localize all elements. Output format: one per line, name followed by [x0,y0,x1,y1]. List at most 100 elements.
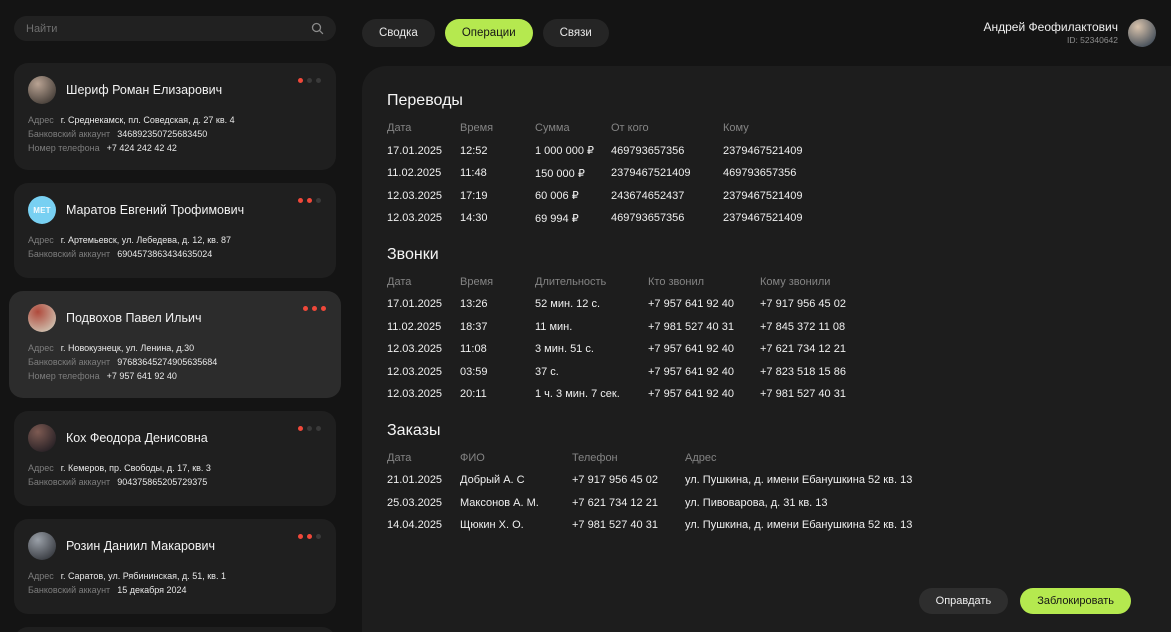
table-cell: 37 с. [535,366,648,378]
current-user-avatar [1128,19,1156,47]
section-title: Переводы [387,92,1131,110]
contact-avatar [28,304,56,332]
table-row[interactable]: 12.03.202503:5937 с.+7 957 641 92 40+7 8… [387,361,1131,384]
table-cell: 11 мин. [535,321,648,333]
contact-fields: Адресг. Артемьевск, ул. Лебедева, д. 12,… [28,233,322,263]
contact-field-value: +7 424 242 42 42 [107,143,177,153]
table-cell: +7 957 641 92 40 [648,388,760,400]
current-user[interactable]: Андрей Феофилактович ID: 52340642 [984,19,1157,47]
contact-field-label: Банковский аккаунт [28,357,110,367]
contact-name: Розин Даниил Макарович [66,539,215,553]
tab-bar: Сводка Операции Связи [362,19,609,47]
table-header-cell: От кого [611,122,723,134]
contact-field-value: 6904573863434635024 [117,249,212,259]
search-input[interactable] [26,23,311,35]
contact-field: Адресг. Артемьевск, ул. Лебедева, д. 12,… [28,233,322,247]
table-cell: 20:11 [460,388,535,400]
table-cell: +7 845 372 11 08 [760,321,1131,333]
contact-field: Адресг. Саратов, ул. Рябининская, д. 51,… [28,569,322,583]
table-row[interactable]: 12.03.202520:111 ч. 3 мин. 7 сек.+7 957 … [387,383,1131,406]
table-cell: 03:59 [460,366,535,378]
contact-fields: Адресг. Саратов, ул. Рябининская, д. 51,… [28,569,322,599]
table-cell: 3 мин. 51 с. [535,343,648,355]
table-header-row: ДатаВремяДлительностьКто звонилКому звон… [387,271,1131,294]
status-dot [298,78,303,83]
contact-card-partial[interactable] [14,627,336,632]
table-header-cell: Кому звонили [760,276,1131,288]
app-root: Шериф Роман Елизарович Адресг. Среднекам… [0,0,1171,632]
status-dots [303,306,326,311]
status-dot [316,534,321,539]
search-bar[interactable] [14,16,336,41]
contact-field: Адресг. Новокузнецк, ул. Ленина, д.30 [28,341,322,355]
tab[interactable]: Связи [543,19,609,47]
table-cell: 69 994 ₽ [535,212,611,225]
status-dot [307,534,312,539]
table-cell: 2379467521409 [723,190,1131,202]
contact-fields: Адресг. Среднекамск, пл. Соведская, д. 2… [28,113,322,155]
contact-fields: Адресг. Новокузнецк, ул. Ленина, д.30 Ба… [28,341,322,383]
contact-card-header: МЕТ Маратов Евгений Трофимович [28,196,322,224]
contact-fields: Адресг. Кемеров, пр. Свободы, д. 17, кв.… [28,461,322,491]
status-dot [298,426,303,431]
status-dot [321,306,326,311]
table-cell: 469793657356 [611,145,723,157]
contact-card[interactable]: Шериф Роман Елизарович Адресг. Среднекам… [14,63,336,170]
tab[interactable]: Операции [445,19,533,47]
table-row[interactable]: 17.01.202512:521 000 000 ₽46979365735623… [387,140,1131,163]
action-button[interactable]: Оправдать [919,588,1009,614]
table-body: 17.01.202512:521 000 000 ₽46979365735623… [387,140,1131,230]
table-cell: 469793657356 [611,212,723,224]
status-dot [316,198,321,203]
table-cell: +7 981 527 40 31 [572,519,685,531]
data-section: Переводы ДатаВремяСуммаОт когоКому 17.01… [387,92,1131,230]
status-dot [316,78,321,83]
action-button[interactable]: Заблокировать [1020,588,1131,614]
tab[interactable]: Сводка [362,19,435,47]
table-row[interactable]: 12.03.202514:3069 994 ₽46979365735623794… [387,207,1131,230]
table-cell: +7 917 956 45 02 [572,474,685,486]
table-cell: ул. Пушкина, д. имени Ебанушкина 52 кв. … [685,519,1131,531]
table-row[interactable]: 25.03.2025Максонов А. М.+7 621 734 12 21… [387,492,1131,515]
table-cell: +7 957 641 92 40 [648,343,760,355]
table-cell: Максонов А. М. [460,497,572,509]
contact-avatar: МЕТ [28,196,56,224]
status-dot [303,306,308,311]
table-cell: 14:30 [460,212,535,224]
table-header-cell: ФИО [460,452,572,464]
table-row[interactable]: 17.01.202513:2652 мин. 12 с.+7 957 641 9… [387,293,1131,316]
table-cell: 12:52 [460,145,535,157]
table-row[interactable]: 11.02.202518:3711 мин.+7 981 527 40 31+7… [387,316,1131,339]
table-cell: 243674652437 [611,190,723,202]
section-title: Звонки [387,246,1131,264]
contact-name: Подвохов Павел Ильич [66,311,201,325]
table-row[interactable]: 11.02.202511:48150 000 ₽2379467521409469… [387,162,1131,185]
table-cell: 11.02.2025 [387,321,460,333]
contact-card[interactable]: Розин Даниил Макарович Адресг. Саратов, … [14,519,336,614]
section-title: Заказы [387,422,1131,440]
table-cell: 52 мин. 12 с. [535,298,648,310]
table-header-cell: Время [460,276,535,288]
contact-card[interactable]: Подвохов Павел Ильич Адресг. Новокузнецк… [9,291,341,398]
table-row[interactable]: 12.03.202517:1960 006 ₽24367465243723794… [387,185,1131,208]
table-row[interactable]: 21.01.2025Добрый А. С+7 917 956 45 02ул.… [387,469,1131,492]
contact-card[interactable]: МЕТ Маратов Евгений Трофимович Адресг. А… [14,183,336,278]
contact-avatar [28,76,56,104]
status-dot [298,198,303,203]
table-cell: 60 006 ₽ [535,189,611,202]
table-cell: 11:48 [460,167,535,179]
contact-field-label: Банковский аккаунт [28,249,110,259]
table-row[interactable]: 14.04.2025Щюкин Х. О.+7 981 527 40 31ул.… [387,514,1131,537]
search-icon [311,22,324,35]
contact-field: Банковский аккаунт346892350725683450 [28,127,322,141]
operations-panel: Переводы ДатаВремяСуммаОт когоКому 17.01… [362,66,1171,632]
contact-name: Кох Феодора Денисовна [66,431,208,445]
contact-field: Банковский аккаунт904375865205729375 [28,475,322,489]
contact-card[interactable]: Кох Феодора Денисовна Адресг. Кемеров, п… [14,411,336,506]
contact-field-value: 904375865205729375 [117,477,207,487]
table-row[interactable]: 12.03.202511:083 мин. 51 с.+7 957 641 92… [387,338,1131,361]
table-cell: +7 981 527 40 31 [760,388,1131,400]
table-cell: +7 957 641 92 40 [648,366,760,378]
table-header-cell: Кому [723,122,1131,134]
table-cell: 25.03.2025 [387,497,460,509]
